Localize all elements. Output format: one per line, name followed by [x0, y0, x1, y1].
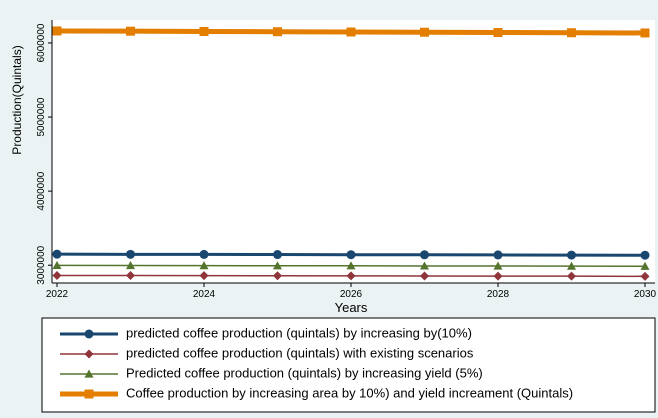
data-point: [640, 250, 650, 260]
data-point: [199, 271, 209, 281]
data-point: [493, 271, 503, 281]
legend-marker: [84, 369, 94, 378]
data-point: [273, 250, 282, 260]
data-point: [493, 261, 503, 270]
data-point: [52, 270, 62, 280]
data-point: [346, 250, 356, 260]
data-point: [346, 27, 356, 37]
x-tick-label: 2022: [46, 289, 69, 300]
data-point: [199, 249, 209, 259]
y-tick-label: 5000000: [36, 97, 47, 136]
data-point: [52, 249, 62, 259]
legend-marker: [84, 329, 94, 339]
data-point: [273, 261, 282, 270]
data-point: [640, 28, 650, 38]
data-point: [346, 261, 356, 270]
data-point: [567, 261, 576, 270]
y-axis-label: Production(Quintals): [10, 45, 24, 154]
data-point: [640, 261, 650, 270]
data-point: [420, 27, 429, 37]
data-point: [493, 250, 503, 260]
data-point: [126, 26, 135, 36]
data-point: [567, 250, 576, 260]
x-tick-label: 2030: [634, 289, 657, 300]
data-point: [640, 271, 650, 281]
data-point: [126, 261, 135, 270]
legend-box: [41, 317, 656, 413]
data-point: [273, 27, 282, 37]
x-tick-label: 2024: [193, 289, 216, 300]
legend-marker: [84, 349, 94, 359]
y-tick-label: 3000000: [36, 245, 47, 284]
data-point: [420, 261, 429, 270]
data-point: [126, 271, 135, 281]
data-point: [126, 249, 135, 259]
y-tick-label: 6000000: [36, 23, 47, 62]
plot-area: [52, 20, 655, 283]
data-point: [567, 28, 576, 38]
data-point: [52, 260, 62, 269]
data-point: [199, 26, 209, 36]
legend-label: predicted coffee production (quintals) w…: [126, 345, 474, 360]
legend-label: predicted coffee production (quintals) b…: [126, 325, 472, 340]
legend-label: Coffee production by increasing area by …: [126, 385, 573, 400]
x-tick-label: 2028: [487, 289, 510, 300]
data-point: [346, 271, 356, 281]
x-tick-label: 2026: [340, 289, 363, 300]
x-axis-label: Years: [335, 300, 368, 315]
legend-marker: [84, 389, 94, 399]
data-point: [199, 261, 209, 270]
y-tick-label: 4000000: [36, 171, 47, 210]
data-point: [567, 271, 576, 281]
data-point: [493, 28, 503, 38]
data-point: [52, 26, 62, 36]
data-point: [273, 271, 282, 281]
legend-label: Predicted coffee production (quintals) b…: [126, 365, 483, 380]
data-point: [420, 250, 429, 260]
data-point: [420, 271, 429, 281]
